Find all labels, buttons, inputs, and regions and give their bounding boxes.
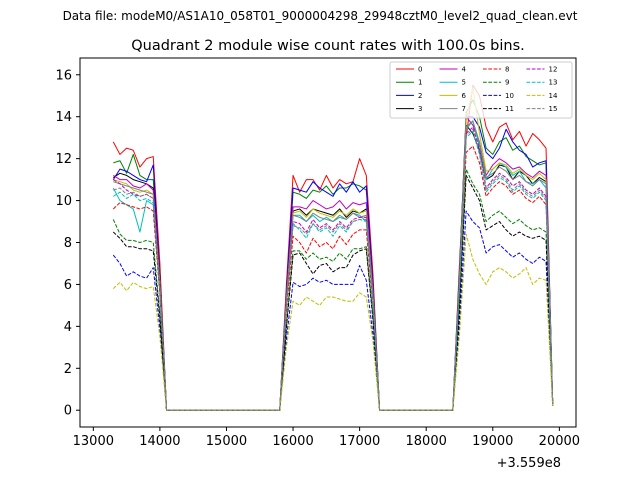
- y-tick-label: 14: [55, 110, 72, 125]
- x-axis: 13000 14000 15000 16000 17000 18000 19000 20000: [73, 427, 580, 449]
- legend-label-10: 10: [505, 92, 514, 100]
- x-tick-label: 17000: [339, 434, 380, 449]
- y-tick-label: 10: [55, 194, 72, 209]
- y-tick-label: 16: [55, 68, 72, 83]
- y-tick-label: 0: [64, 404, 72, 419]
- legend-label-12: 12: [549, 66, 558, 74]
- legend-label-3: 3: [418, 105, 422, 113]
- chart-title: Quadrant 2 module wise count rates with …: [131, 38, 525, 54]
- legend-label-6: 6: [462, 92, 467, 100]
- legend-box: [389, 61, 573, 119]
- legend-label-5: 5: [462, 79, 466, 87]
- legend-label-7: 7: [462, 105, 466, 113]
- legend-label-14: 14: [549, 92, 558, 100]
- y-tick-label: 2: [64, 362, 72, 377]
- legend-label-2: 2: [418, 92, 422, 100]
- legend-label-1: 1: [418, 79, 422, 87]
- x-offset-label: +3.559e8: [497, 456, 561, 471]
- y-tick-label: 4: [64, 320, 72, 335]
- series-line-15: [113, 128, 554, 411]
- y-tick-label: 8: [64, 236, 72, 251]
- legend-label-4: 4: [462, 66, 467, 74]
- y-tick-label: 6: [64, 278, 72, 293]
- x-tick-label: 14000: [139, 434, 180, 449]
- legend-label-8: 8: [505, 66, 509, 74]
- x-tick-label: 16000: [272, 434, 313, 449]
- legend-label-9: 9: [505, 79, 509, 87]
- x-tick-label: 19000: [472, 434, 513, 449]
- legend-label-15: 15: [549, 105, 558, 113]
- legend-label-0: 0: [418, 66, 422, 74]
- series-layer: [112, 84, 554, 411]
- series-line-11: [112, 174, 554, 411]
- x-tick-label: 18000: [406, 434, 447, 449]
- x-tick-label: 15000: [206, 434, 247, 449]
- figure-suptitle: Data file: modeM0/AS1A10_058T01_90000042…: [63, 9, 578, 23]
- series-line-8: [112, 145, 554, 411]
- y-tick-label: 12: [55, 152, 72, 167]
- x-tick-label: 20000: [539, 434, 580, 449]
- legend-label-11: 11: [505, 105, 514, 113]
- x-tick-label: 13000: [73, 434, 114, 449]
- legend-label-13: 13: [549, 79, 558, 87]
- y-axis: 0 2 4 6 8 10 12 14 16: [55, 68, 80, 419]
